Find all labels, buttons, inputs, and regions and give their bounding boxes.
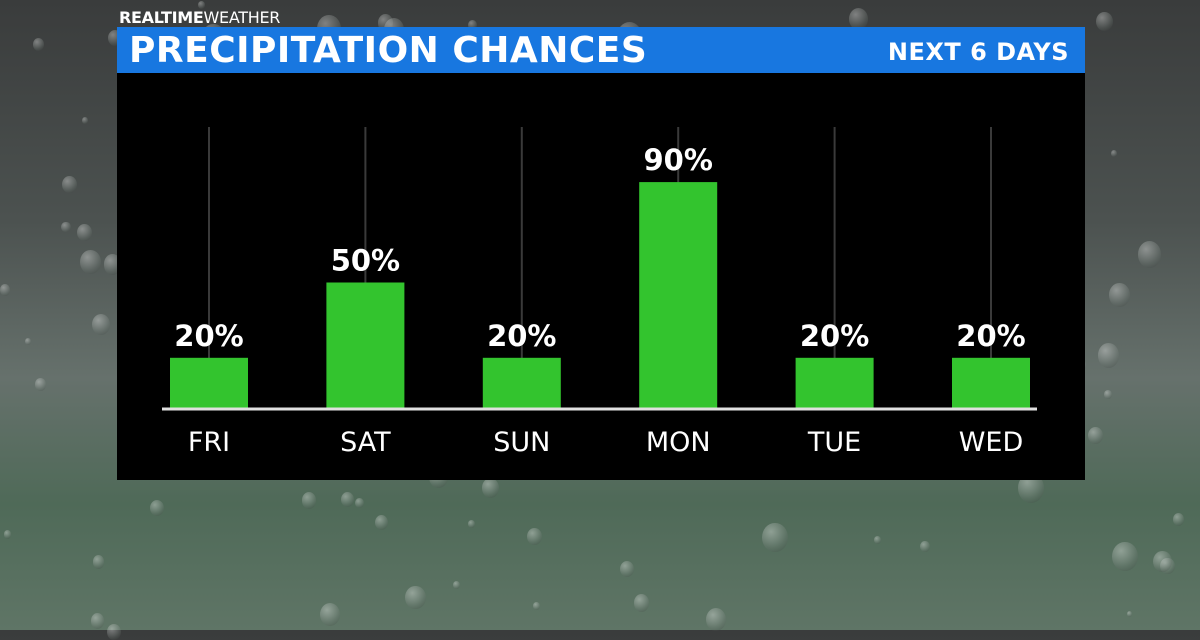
rain-drop	[619, 561, 634, 578]
rain-drop	[468, 20, 477, 31]
bar-chart: 20% FRI 50% SAT 20% SUN 90% MON 20% TUE 20% WED	[162, 127, 1037, 458]
rain-drop	[80, 250, 101, 275]
data-label: 90%	[643, 143, 712, 177]
category-label: SUN	[493, 427, 550, 458]
rain-drop	[90, 612, 105, 629]
brand-logo: REALTIMEWEATHER	[119, 8, 281, 27]
bar-tue	[795, 357, 874, 408]
rain-drop	[25, 338, 31, 346]
rain-drop	[33, 38, 45, 52]
rain-drop	[482, 478, 500, 498]
rain-drop	[1087, 427, 1103, 445]
data-label: 20%	[174, 319, 243, 353]
bar-wed	[952, 357, 1030, 408]
rain-drop	[197, 0, 205, 9]
rain-drop	[1137, 240, 1162, 268]
header-bar: PRECIPITATION CHANCES NEXT 6 DAYS	[117, 27, 1085, 73]
rain-drop	[341, 492, 355, 508]
rain-drop	[301, 492, 316, 509]
rain-drop	[35, 378, 47, 391]
rain-drop	[1152, 550, 1172, 573]
rain-drop	[919, 540, 930, 553]
rain-drop	[1104, 390, 1112, 399]
category-label: SAT	[340, 427, 391, 458]
rain-drop	[1096, 12, 1113, 32]
rain-drop	[61, 221, 71, 233]
rain-drop	[76, 224, 92, 242]
rain-drop	[526, 528, 542, 546]
category-label: FRI	[188, 427, 230, 458]
chart-title: PRECIPITATION CHANCES	[129, 30, 648, 71]
rain-drop	[1160, 558, 1175, 575]
rain-drop	[320, 602, 341, 626]
rain-drop	[91, 314, 111, 336]
rain-drop	[62, 176, 78, 194]
category-label: MON	[646, 427, 711, 458]
rain-drop	[533, 602, 540, 610]
data-label: 20%	[800, 319, 869, 353]
category-label: TUE	[807, 427, 861, 458]
bar-fri	[170, 357, 248, 408]
rain-drop	[1172, 513, 1185, 527]
rain-drop	[92, 555, 105, 569]
rain-drop	[1112, 542, 1138, 572]
chart-subtitle: NEXT 6 DAYS	[887, 38, 1069, 66]
rain-drop	[705, 607, 726, 631]
rain-drop	[848, 8, 868, 31]
rain-drop	[107, 624, 122, 640]
bar-sat	[326, 282, 405, 408]
rain-drop	[1111, 150, 1118, 157]
data-label: 50%	[331, 244, 400, 278]
rain-drop	[3, 530, 12, 540]
rain-drop	[874, 536, 881, 544]
category-label: WED	[959, 427, 1024, 458]
rain-drop	[0, 283, 11, 296]
data-label: 20%	[956, 319, 1025, 353]
rain-drop	[468, 520, 475, 529]
bar-sun	[482, 357, 561, 408]
rain-drop	[762, 522, 788, 553]
rain-drop	[1126, 611, 1133, 617]
rain-drop	[633, 594, 650, 613]
chart-panel: 20% FRI 50% SAT 20% SUN 90% MON 20% TUE 20% WED	[117, 73, 1085, 480]
rain-drop	[1097, 343, 1120, 368]
rain-drop	[1109, 283, 1131, 308]
rain-drop	[150, 499, 165, 517]
rain-drop	[453, 581, 461, 590]
rain-drop	[82, 117, 88, 125]
rain-drop	[405, 586, 426, 610]
rain-drop	[355, 498, 365, 509]
data-label: 20%	[487, 319, 556, 353]
rain-drop	[103, 254, 122, 275]
bar-mon	[639, 182, 718, 408]
rain-drop	[374, 514, 388, 530]
